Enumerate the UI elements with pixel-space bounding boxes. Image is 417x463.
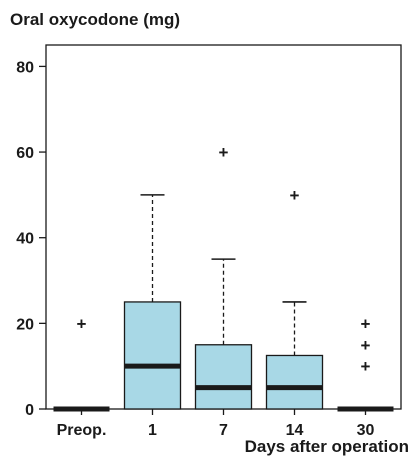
- box: [123, 301, 182, 410]
- x-axis-title: Days after operation: [244, 437, 409, 456]
- x-tick-label: Preop.: [57, 422, 107, 439]
- outlier-marker: +: [219, 143, 229, 162]
- y-tick-label: 20: [16, 316, 34, 333]
- y-tick-label: 0: [25, 402, 34, 419]
- outlier-marker: +: [361, 336, 371, 355]
- x-tick-label: 7: [219, 422, 228, 439]
- outlier-marker: +: [77, 314, 87, 333]
- outlier-marker: +: [290, 186, 300, 205]
- x-tick-label: 30: [357, 422, 375, 439]
- y-tick-label: 80: [16, 59, 34, 76]
- y-tick-label: 40: [16, 231, 34, 248]
- y-axis-title: Oral oxycodone (mg): [10, 10, 181, 29]
- outlier-marker: +: [361, 357, 371, 376]
- y-tick-label: 60: [16, 145, 34, 162]
- x-tick-label: 14: [286, 422, 304, 439]
- box: [265, 354, 324, 410]
- box: [194, 344, 253, 410]
- x-tick-label: 1: [148, 422, 157, 439]
- outlier-marker: +: [361, 314, 371, 333]
